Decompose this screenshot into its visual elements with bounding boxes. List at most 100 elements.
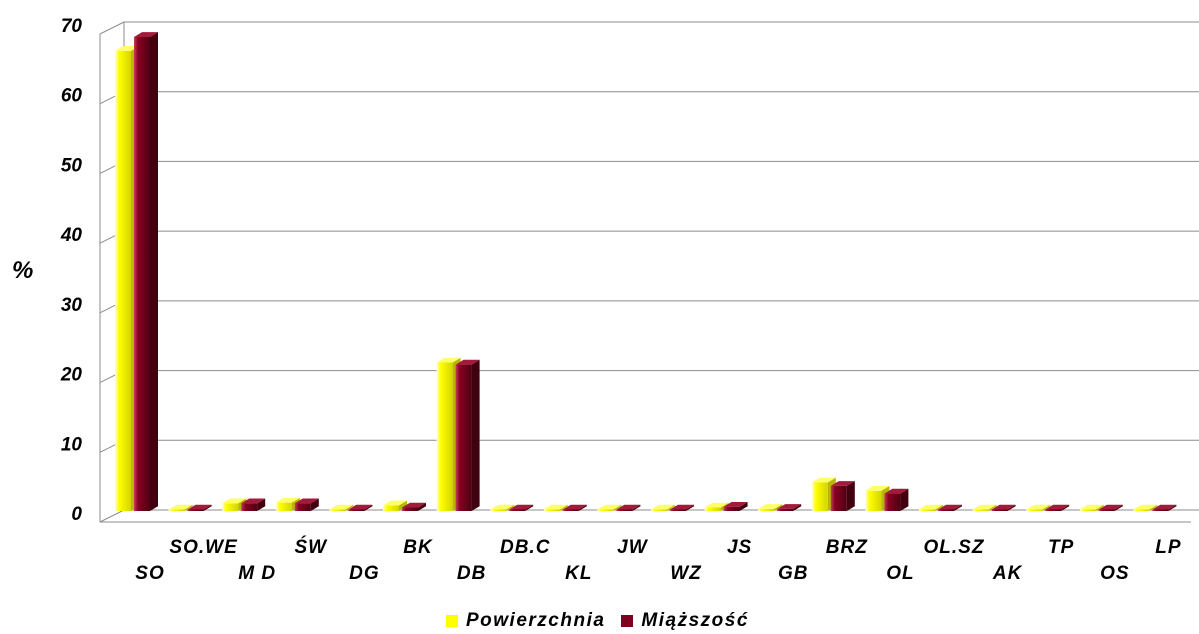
x-tick-label-dg: DG [349, 563, 380, 584]
bar-top [187, 504, 212, 510]
bar-side [739, 502, 748, 511]
bar-top [991, 504, 1016, 510]
bar-top [134, 32, 158, 37]
x-tick-label-db.c: DB.C [500, 537, 550, 558]
bar-top [919, 504, 943, 510]
bar-top [723, 502, 748, 507]
bars [115, 32, 1177, 512]
bar-top [758, 504, 783, 509]
bar-side [1042, 504, 1051, 511]
bar-miąższość-md [241, 498, 266, 511]
bar-front [509, 509, 526, 511]
bar-powierzchnia-tp [1026, 504, 1051, 511]
bar-miąższość-dg [348, 504, 373, 511]
bar-front [1133, 509, 1150, 511]
bar-side [1149, 504, 1158, 511]
x-tick-label-wz: WZ [670, 563, 702, 584]
bar-top [704, 502, 729, 508]
bar-front [1152, 509, 1169, 511]
x-tick-label-bk: BK [403, 537, 433, 558]
bar-front [275, 502, 292, 511]
bar-top [490, 504, 515, 510]
y-tick-label: 30 [61, 295, 83, 316]
bar-top [865, 485, 890, 491]
bar-front [168, 509, 185, 511]
bar-top [115, 46, 139, 51]
y-tick-label: 20 [60, 365, 83, 386]
y-tick-label: 70 [61, 16, 83, 37]
bar-front [884, 493, 901, 511]
bar-front [115, 50, 131, 512]
x-tick-label-brz: BRZ [826, 537, 868, 558]
x-tick-label-md: M D [238, 563, 276, 584]
bar-powierzchnia-jw [597, 504, 622, 511]
y-tick-label: 40 [60, 225, 83, 246]
bar-top [884, 488, 909, 494]
bar-front [991, 509, 1008, 511]
bar-front [383, 505, 399, 511]
bar-powierzchnia-os [1079, 504, 1104, 511]
legend-item-miazszosc: Miąższość [621, 610, 748, 632]
bar-miąższość-ol.sz [938, 504, 962, 511]
bar-front [294, 503, 311, 511]
x-tick-label-db: DB [457, 563, 486, 584]
x-tick-label-gb: GB [778, 563, 809, 584]
bar-side [257, 498, 266, 511]
gridline-depth [99, 21, 125, 35]
gridline-depth [99, 509, 125, 523]
bar-side [632, 504, 641, 511]
bar-top [455, 359, 480, 365]
bar-side [525, 504, 534, 511]
bar-top [1152, 504, 1177, 510]
x-tick-label-so: SO [135, 563, 164, 584]
bar-miąższość-kl [562, 504, 587, 511]
bar-front [348, 509, 365, 511]
bar-side [203, 504, 212, 511]
bar-front [758, 508, 775, 511]
bar-top [329, 504, 354, 510]
bar-front [597, 509, 614, 511]
bar-front [241, 503, 258, 511]
bar-side [1007, 504, 1016, 511]
x-tick-label-lp: LP [1155, 537, 1181, 558]
bar-top [1026, 504, 1051, 510]
bar-miąższość-so.we [187, 504, 212, 511]
y-tick-label: 60 [61, 86, 83, 107]
bar-front [436, 362, 453, 511]
bar-side [1061, 504, 1070, 511]
bar-front [811, 482, 828, 511]
bar-miąższość-bk [402, 502, 426, 511]
bar-top [222, 498, 247, 504]
bar-powierzchnia-wz [651, 504, 675, 511]
bar-top [938, 504, 962, 510]
y-tick-label: 10 [61, 434, 83, 455]
bar-side [935, 504, 943, 511]
bar-powierzchnia-db.c [490, 504, 515, 511]
bar-miąższość-lp [1152, 504, 1177, 511]
x-tick-label-tp: TP [1048, 537, 1074, 558]
legend-label-powierzchnia: Powierzchnia [466, 610, 606, 631]
bar-top [562, 504, 587, 510]
bar-powierzchnia-bk [383, 500, 407, 511]
bar-side [613, 504, 622, 511]
x-tick-label-św: ŚW [294, 536, 328, 558]
bar-top [1098, 504, 1123, 510]
bar-top [348, 504, 373, 510]
x-tick-label-ak: AK [992, 563, 1023, 584]
bar-top [543, 504, 568, 510]
bar-side [793, 504, 802, 511]
bar-side [686, 504, 694, 511]
x-tick-label-ol.sz: OL.SZ [924, 537, 985, 558]
bar-front [830, 485, 847, 511]
bar-side [774, 504, 783, 511]
x-tick-label-ol: OL [886, 563, 914, 584]
bar-front [1098, 509, 1115, 511]
bar-side [559, 504, 568, 511]
legend-item-powierzchnia: Powierzchnia [446, 610, 605, 632]
bar-miąższość-tp [1045, 504, 1070, 511]
bar-side [418, 502, 426, 511]
bar-front [919, 509, 935, 511]
bar-front [670, 509, 686, 511]
bar-front [865, 490, 882, 511]
bar-top [1079, 504, 1104, 510]
